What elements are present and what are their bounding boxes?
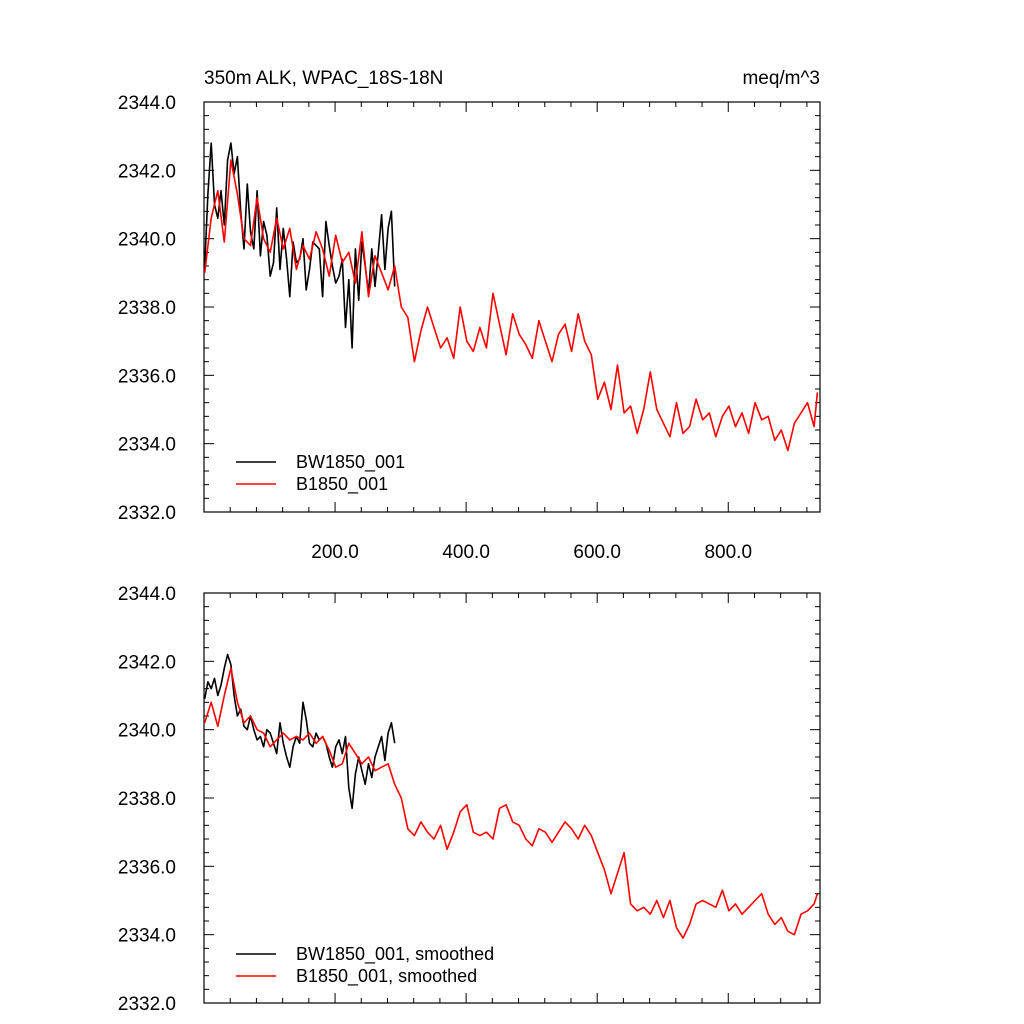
legend-label: BW1850_001: [296, 452, 405, 473]
y-tick-label: 2344.0: [118, 584, 176, 605]
y-tick-label: 2332.0: [118, 503, 176, 524]
y-tick-label: 2338.0: [118, 298, 176, 319]
x-tick-label: 400.0: [442, 542, 490, 563]
y-tick-label: 2334.0: [118, 435, 176, 456]
legend-label: B1850_001, smoothed: [296, 966, 477, 987]
y-tick-label: 2336.0: [118, 366, 176, 387]
series-line-b1850: [203, 667, 819, 939]
y-tick-label: 2332.0: [118, 994, 176, 1015]
x-tick-label: 200.0: [311, 542, 359, 563]
y-tick-label: 2342.0: [118, 652, 176, 673]
series-line-b1850: [203, 159, 819, 452]
chart-title-left: 350m ALK, WPAC_18S-18N: [204, 68, 443, 89]
y-tick-label: 2340.0: [118, 230, 176, 251]
top-panel: 350m ALK, WPAC_18S-18N meq/m^3 200.0 400.…: [118, 68, 821, 563]
y-tick-label: 2336.0: [118, 857, 176, 878]
bottom-panel: 2332.0 2334.0 2336.0 2338.0 2340.0 2342.0 2344…: [118, 584, 821, 1015]
y-tick-label: 2340.0: [118, 721, 176, 742]
x-tick-label: 800.0: [704, 542, 752, 563]
y-tick-label: 2342.0: [118, 161, 176, 182]
plot-frame: [203, 101, 821, 513]
legend-label: B1850_001: [296, 474, 388, 495]
plot-frame: [203, 592, 821, 1004]
legend-label: BW1850_001, smoothed: [296, 944, 494, 965]
chart-title-units: meq/m^3: [742, 68, 820, 89]
x-tick-label: 600.0: [573, 542, 621, 563]
series-line-bw1850: [203, 653, 396, 810]
y-tick-label: 2334.0: [118, 926, 176, 947]
y-tick-label: 2344.0: [118, 93, 176, 114]
y-tick-label: 2338.0: [118, 789, 176, 810]
